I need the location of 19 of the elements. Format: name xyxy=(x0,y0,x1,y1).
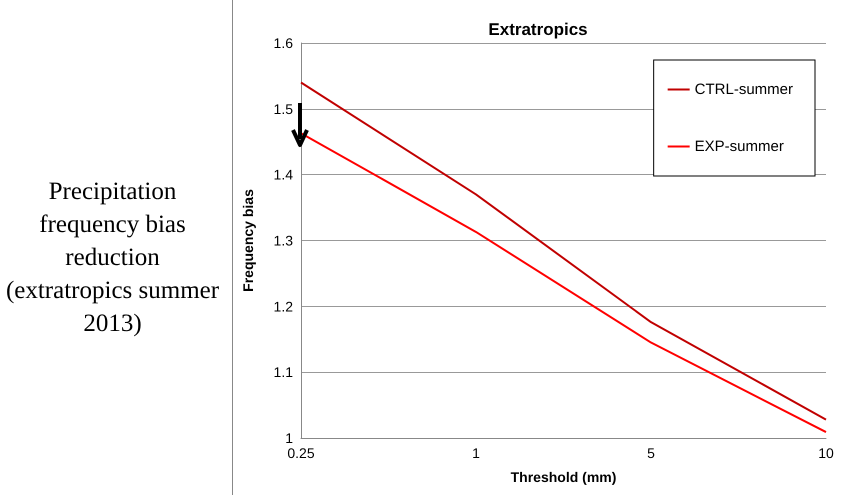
chart-title: Extratropics xyxy=(488,20,588,39)
x-tick-label: 10 xyxy=(818,445,834,461)
y-tick-label: 1.4 xyxy=(274,166,294,183)
y-tick-label: 1.2 xyxy=(274,298,294,314)
line-series xyxy=(300,82,827,421)
legend-label: EXP-summer xyxy=(694,138,784,155)
y-axis-title: Frequency bias xyxy=(240,188,256,292)
x-tick-label: 0.25 xyxy=(287,445,315,461)
text: Precipitation frequency bias reduction (extratropics summer 2013) xyxy=(4,177,220,339)
legend-label: CTRL-summer xyxy=(694,81,794,98)
y-tick-label: 1.1 xyxy=(274,364,294,380)
line-series xyxy=(300,132,827,434)
y-tick-label: 1.5 xyxy=(274,100,294,117)
x-tick-label: 5 xyxy=(647,445,656,461)
x-axis-title: Threshold (mm) xyxy=(510,469,616,485)
y-tick-label: 1 xyxy=(285,430,294,446)
y-tick-label: 1.6 xyxy=(274,35,294,51)
x-tick-label: 1 xyxy=(472,445,480,461)
y-tick-label: 1.3 xyxy=(274,232,294,248)
